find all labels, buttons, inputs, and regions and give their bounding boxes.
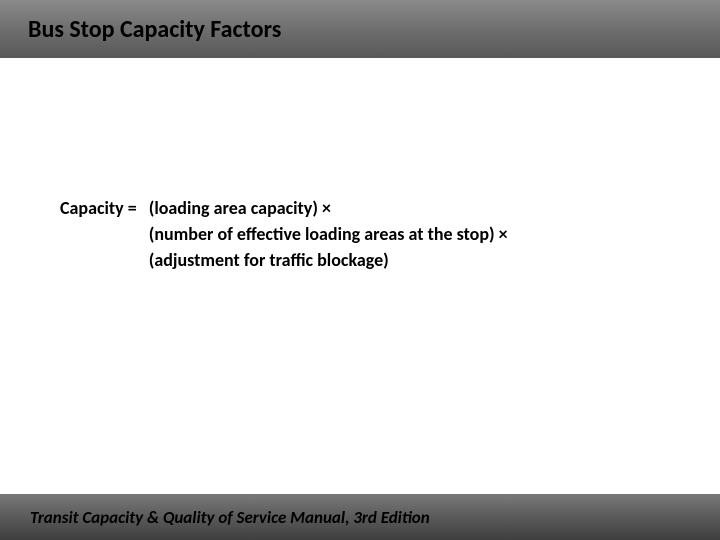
formula-body: (loading area capacity) × (number of eff…	[149, 195, 508, 273]
formula-line-3: (adjustment for traffic blockage)	[149, 247, 508, 273]
formula-block: Capacity = (loading area capacity) × (nu…	[60, 195, 680, 273]
formula-label: Capacity =	[60, 195, 137, 221]
footer-text: Transit Capacity & Quality of Service Ma…	[30, 507, 430, 528]
formula-line-2: (number of effective loading areas at th…	[149, 221, 508, 247]
slide-title: Bus Stop Capacity Factors	[28, 15, 281, 44]
header-bar: Bus Stop Capacity Factors	[0, 0, 720, 58]
footer-bar: Transit Capacity & Quality of Service Ma…	[0, 494, 720, 540]
formula-line-1: (loading area capacity) ×	[149, 195, 508, 221]
